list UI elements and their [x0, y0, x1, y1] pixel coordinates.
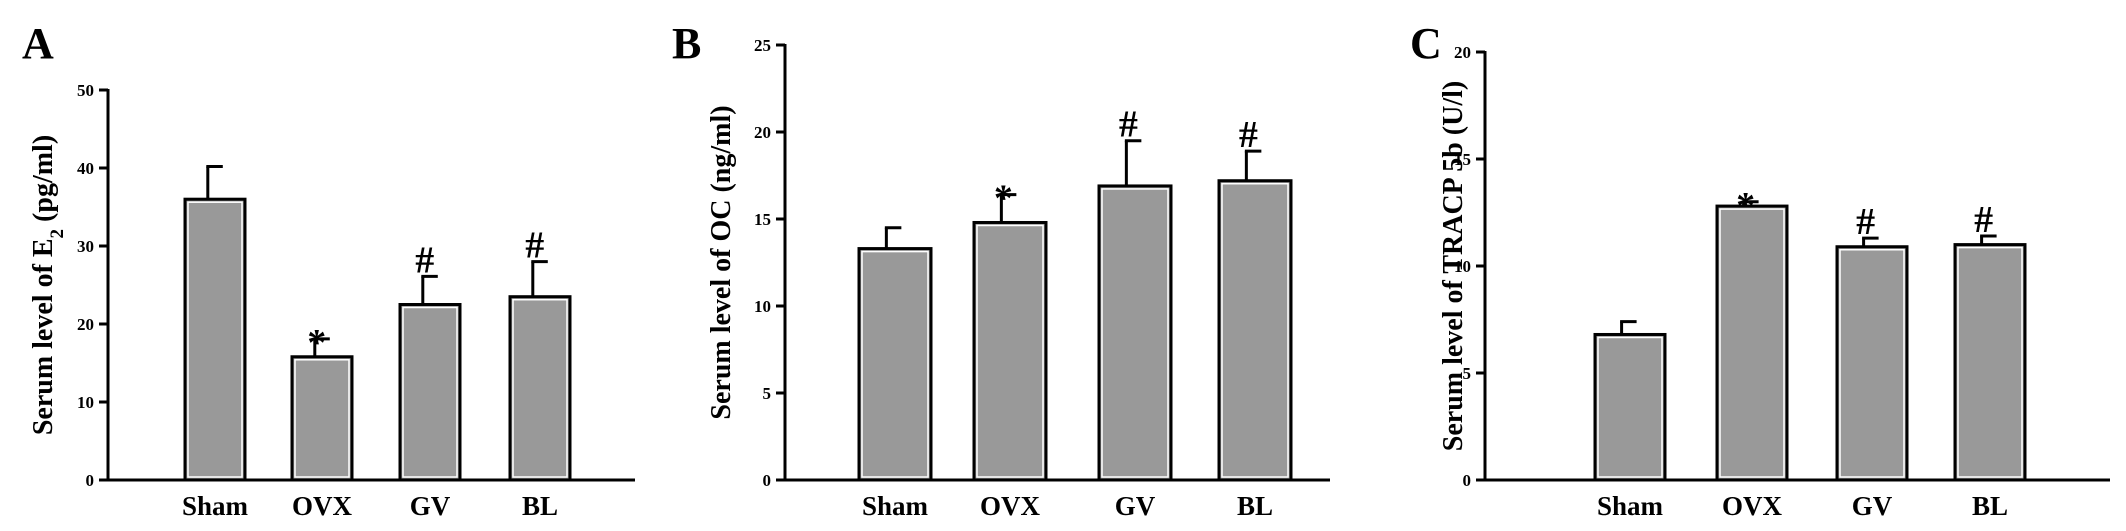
panel-a: A 0 10 20 30 40 50 Sham * OVX # GV # BL Serum level of…: [22, 19, 635, 521]
x-tick-label: OVX: [1722, 491, 1783, 521]
bar-highlight: [294, 359, 350, 478]
panel-letter: C: [1410, 19, 1442, 68]
bar-highlight: [402, 306, 458, 478]
x-tick-label: OVX: [292, 491, 353, 521]
significance-mark: #: [1974, 199, 1993, 241]
bar-highlight: [976, 224, 1044, 478]
y-tick-label: 0: [1463, 471, 1472, 490]
panel-b: B 0 5 10 15 20 25 Sham * OVX # GV # BL Serum level of …: [672, 19, 1330, 521]
y-tick-label: 25: [754, 36, 771, 55]
bar-gv: [398, 303, 462, 482]
y-tick-label: 5: [763, 384, 772, 403]
y-axis-label-unit: (pg/ml): [28, 135, 59, 229]
y-tick-label: 15: [754, 210, 771, 229]
y-tick-label: 15: [1454, 150, 1471, 169]
y-axis-label-subscript: 2: [47, 229, 68, 239]
significance-mark: #: [1119, 104, 1138, 146]
bar-highlight: [512, 298, 568, 478]
x-tick-label: OVX: [980, 491, 1041, 521]
bar-highlight: [1101, 188, 1169, 478]
y-tick-label: 30: [77, 237, 94, 256]
x-tick-label: BL: [1972, 491, 2008, 521]
significance-mark: *: [1736, 185, 1755, 227]
significance-mark: *: [994, 178, 1013, 220]
bar-bl: [1217, 179, 1293, 482]
bar-ovx: [1715, 204, 1789, 482]
bar-sham: [857, 247, 933, 482]
panel-letter: B: [672, 19, 701, 68]
bar-ovx: [290, 355, 354, 482]
x-tick-label: GV: [1115, 491, 1156, 521]
panel-letter: A: [22, 19, 54, 68]
bar-bl: [1953, 243, 2027, 482]
bar-highlight: [1597, 336, 1663, 478]
bar-highlight: [1957, 246, 2023, 478]
y-axis-label: Serum level of OC (ng/ml): [706, 105, 737, 419]
y-axis-label: Serum level of TRACP 5b (U/l): [1438, 81, 1469, 451]
bar-ovx: [972, 220, 1048, 482]
bar-sham: [183, 197, 247, 482]
significance-mark: *: [307, 322, 326, 364]
y-tick-label: 0: [763, 471, 772, 490]
bar-sham: [1593, 332, 1667, 482]
bar-highlight: [1221, 182, 1289, 478]
y-tick-label: 20: [754, 123, 771, 142]
y-tick-label: 10: [77, 393, 94, 412]
y-tick-label: 50: [77, 81, 94, 100]
bar-highlight: [861, 250, 929, 478]
y-axis-label-main: Serum level of E: [28, 238, 59, 435]
x-tick-label: Sham: [862, 491, 929, 521]
y-axis-label-main: Serum level of OC (ng/ml): [706, 105, 737, 419]
significance-mark: #: [1239, 114, 1258, 156]
y-tick-label: 40: [77, 159, 94, 178]
x-tick-label: Sham: [1597, 491, 1664, 521]
significance-mark: #: [1856, 201, 1875, 243]
y-axis-label-main: Serum level of TRACP 5b (U/l): [1438, 81, 1469, 451]
bar-highlight: [1839, 248, 1905, 478]
y-tick-label: 0: [86, 471, 95, 490]
bar-bl: [508, 295, 572, 482]
y-tick-label: 20: [1454, 43, 1471, 62]
y-tick-label: 10: [1454, 257, 1471, 276]
y-tick-label: 5: [1463, 364, 1472, 383]
bar-gv: [1097, 184, 1173, 482]
y-axis-label: Serum level of E2 (pg/ml): [28, 135, 68, 435]
panel-c: C 0 5 10 15 20 Sham * OVX # GV # BL Serum level of TR…: [1410, 19, 2110, 521]
significance-mark: #: [525, 225, 544, 267]
significance-mark: #: [415, 239, 434, 281]
y-tick-label: 10: [754, 297, 771, 316]
x-tick-label: GV: [410, 491, 451, 521]
bar-gv: [1835, 245, 1909, 482]
y-tick-label: 20: [77, 315, 94, 334]
bar-highlight: [187, 201, 243, 478]
x-tick-label: GV: [1852, 491, 1893, 521]
x-tick-label: BL: [1237, 491, 1273, 521]
x-tick-label: Sham: [182, 491, 249, 521]
x-tick-label: BL: [522, 491, 558, 521]
bar-highlight: [1719, 208, 1785, 478]
